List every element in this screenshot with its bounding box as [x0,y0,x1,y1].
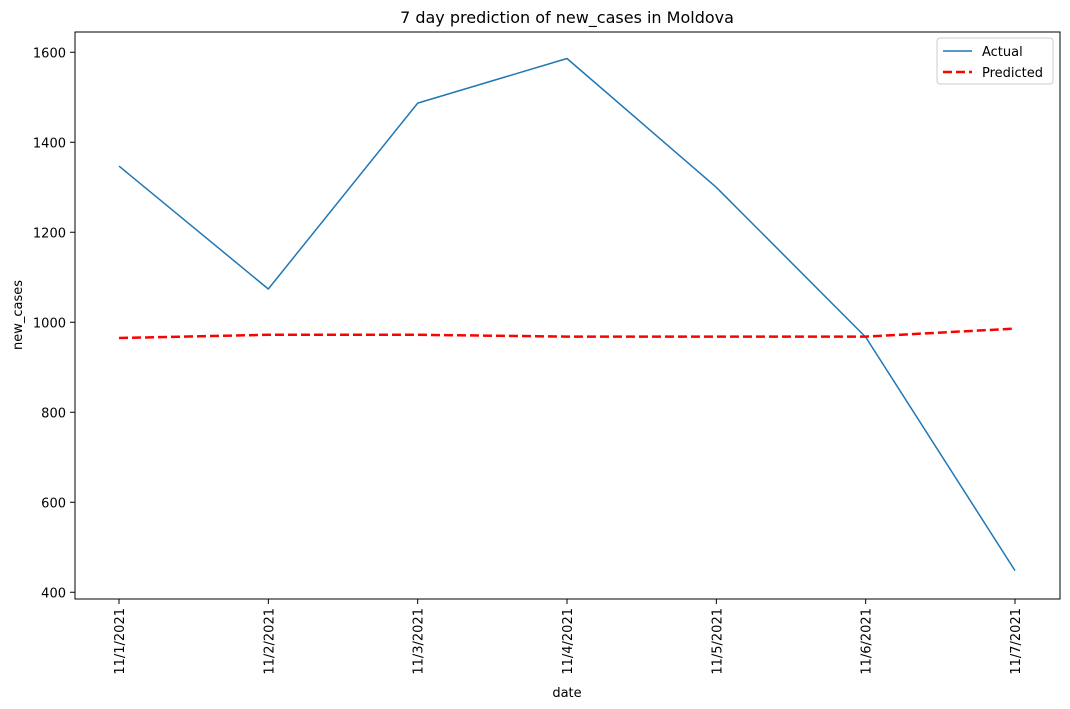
x-axis: 11/1/2021 11/2/2021 11/3/2021 11/4/2021 11/5… [113,599,1024,675]
series-line-predicted [118,327,1016,340]
x-tick-label: 11/3/2021 [412,608,427,675]
x-tick-label: 11/7/2021 [1009,608,1024,675]
legend: Actual Predicted [936,37,1054,85]
y-tick-label: 1600 [33,46,66,61]
x-tick-label: 11/4/2021 [561,608,576,675]
series-layer [118,57,1016,572]
y-axis: 400 600 800 1000 1200 1400 1600 [33,46,75,601]
y-tick-label: 800 [41,406,66,421]
y-tick-label: 400 [41,586,66,601]
x-axis-title: date [552,686,581,701]
legend-label-predicted: Predicted [982,66,1043,81]
y-tick-label: 1200 [33,226,66,241]
x-tick-label: 11/5/2021 [710,608,725,675]
y-axis-title: new_cases [11,280,26,350]
chart-title: 7 day prediction of new_cases in Moldova [400,8,734,28]
x-tick-label: 11/1/2021 [113,608,128,675]
legend-label-actual: Actual [982,45,1023,60]
legend-box [936,37,1054,85]
y-tick-label: 1000 [33,316,66,331]
x-tick-label: 11/6/2021 [860,608,875,675]
y-tick-label: 600 [41,496,66,511]
y-tick-label: 1400 [33,136,66,151]
x-tick-label: 11/2/2021 [262,608,277,675]
